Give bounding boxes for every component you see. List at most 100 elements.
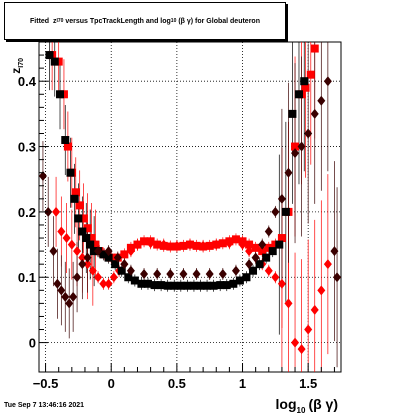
data-point-diamond [192,268,201,279]
data-point-diamond [65,298,74,309]
data-point-diamond [304,128,313,139]
data-point-diamond [78,259,87,270]
data-point-square [117,266,126,275]
data-point-diamond [284,298,293,309]
chart-title-box: Fitted z I70 versus TpcTrackLength and lo… [4,2,286,40]
data-point-diamond [297,141,306,152]
data-point-square [189,281,198,290]
data-point-diamond [245,246,254,257]
data-point-square [111,260,120,269]
data-point-diamond [264,265,273,276]
data-point-diamond [73,272,82,283]
data-point-diamond [205,268,214,279]
y-tick-label: 0.1 [18,270,36,285]
data-point-diamond [179,268,188,279]
data-point-diamond [333,272,342,283]
data-point-square [301,83,310,92]
data-point-square [120,250,129,259]
y-tick-label: 0.4 [18,74,37,89]
y-tick-label: 0 [29,336,36,351]
data-point-square [45,51,54,60]
data-point-diamond [57,226,66,237]
data-point-square [183,281,192,290]
data-point-diamond [297,344,306,355]
data-point-diamond [271,272,280,283]
data-point-square [130,276,139,285]
data-point-diamond [83,259,92,270]
data-point-diamond [310,108,319,119]
data-point-diamond [186,239,194,250]
grid-lines [39,42,341,372]
data-point-square [163,281,172,290]
data-point-diamond [225,238,234,249]
data-point-diamond [140,268,149,279]
data-point-diamond [310,304,319,315]
data-point-square [104,253,113,262]
data-point-diamond [284,167,293,178]
data-point-square [294,90,303,99]
data-point-square [50,57,59,66]
x-tick-label: −0.5 [33,376,59,391]
data-point-diamond [73,246,82,257]
data-point-diamond [104,246,113,257]
data-point-square [137,279,146,288]
data-point-diamond [83,252,92,263]
data-point-diamond [330,246,339,257]
title-log-sub: 10 [170,18,177,24]
data-point-diamond [52,206,61,217]
axes: −0.5 0 0.5 1 1.5 0 0.1 0.2 0.3 0.4 [18,54,335,391]
data-point-diamond [323,76,332,87]
title-fitted: Fitted [30,17,50,25]
data-point-diamond [88,265,97,276]
footer-timestamp: Tue Sep 7 13:46:16 2021 [4,402,85,409]
x-tick-label: 0.5 [168,376,186,391]
data-point-square [82,234,91,243]
y-axis-label: zI70 [9,58,25,74]
x-axis-label-main: log [276,396,297,412]
data-point-square [75,201,84,210]
data-point-square [86,240,95,249]
x-axis-label: log10 (β γ) [276,396,338,414]
data-point-diamond [251,252,260,263]
chart-title: Fitted z I70 versus TpcTrackLength and lo… [5,3,285,39]
data-markers [38,44,342,355]
data-point-diamond [199,240,208,251]
data-point-diamond [146,238,155,249]
data-point-diamond [264,226,273,237]
data-point-diamond [109,272,118,283]
data-point-diamond [291,337,300,348]
data-point-diamond [133,239,142,250]
data-point-diamond [62,233,71,244]
y-axis-label-main: z [9,68,23,74]
data-point-square [235,276,244,285]
x-tick-label: 1.5 [299,376,317,391]
data-point-square [63,142,72,151]
data-point-square [258,247,267,256]
y-axis-label-sub: I70 [18,58,25,68]
data-point-square [143,279,152,288]
data-point-diamond [126,265,135,276]
data-point-diamond [44,206,53,217]
data-point-square [268,247,277,256]
data-point-diamond [94,272,103,283]
data-point-diamond [61,291,70,302]
data-point-square [140,237,149,246]
y-tick-label: 0.3 [18,140,36,155]
data-point-diamond [172,240,181,251]
title-z: z [52,17,57,25]
data-point-square [216,281,225,290]
data-point-square [83,224,92,233]
data-point-square [179,241,188,250]
data-point-square [310,44,319,53]
data-point-square [275,240,284,249]
data-point-square [277,234,286,243]
data-point-square [91,240,100,249]
data-point-diamond [218,268,227,279]
data-point-square [71,188,80,197]
data-point-square [166,242,175,251]
data-point-square [255,260,264,269]
data-point-diamond [166,268,175,279]
data-point-diamond [104,278,113,289]
data-point-diamond [113,252,122,263]
data-point-square [229,279,238,288]
